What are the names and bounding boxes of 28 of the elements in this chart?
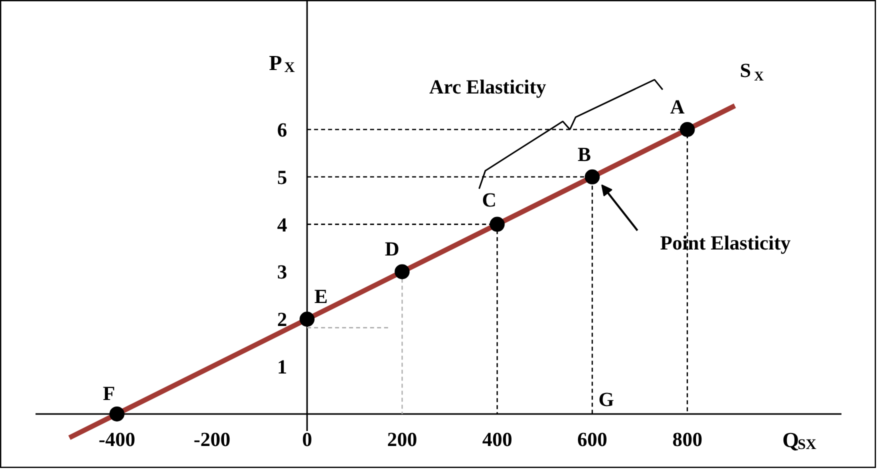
- point: [109, 406, 124, 422]
- annotation: G: [598, 388, 614, 411]
- point: [394, 264, 410, 280]
- point: [300, 312, 315, 327]
- y-tick-label: 6: [277, 119, 288, 142]
- annotation: E: [314, 286, 328, 308]
- x-tick-label: 600: [577, 428, 608, 451]
- y-tick-label: 2: [277, 309, 288, 332]
- point: [490, 216, 505, 232]
- y-tick-label: 1: [277, 356, 288, 379]
- x-tick-label: -200: [194, 428, 230, 451]
- y-tick-label: 5: [277, 166, 288, 189]
- x-tick-label: 800: [672, 428, 702, 451]
- annotation: B: [578, 144, 591, 166]
- y-tick-label: 4: [277, 214, 288, 236]
- x-tick-label: -400: [98, 428, 136, 451]
- annotation: D: [384, 238, 400, 261]
- x-tick-label: 400: [482, 428, 512, 451]
- x-tick-label: 200: [387, 428, 418, 451]
- x-tick-label: 0: [302, 428, 312, 451]
- annotation: C: [482, 189, 496, 212]
- annotation: Point Elasticity: [660, 232, 791, 254]
- y-tick-label: 3: [277, 262, 288, 284]
- annotation: F: [102, 382, 116, 405]
- point: [584, 169, 600, 184]
- annotation: Arc Elasticity: [429, 76, 546, 99]
- annotation: A: [670, 96, 686, 118]
- point: [680, 122, 695, 137]
